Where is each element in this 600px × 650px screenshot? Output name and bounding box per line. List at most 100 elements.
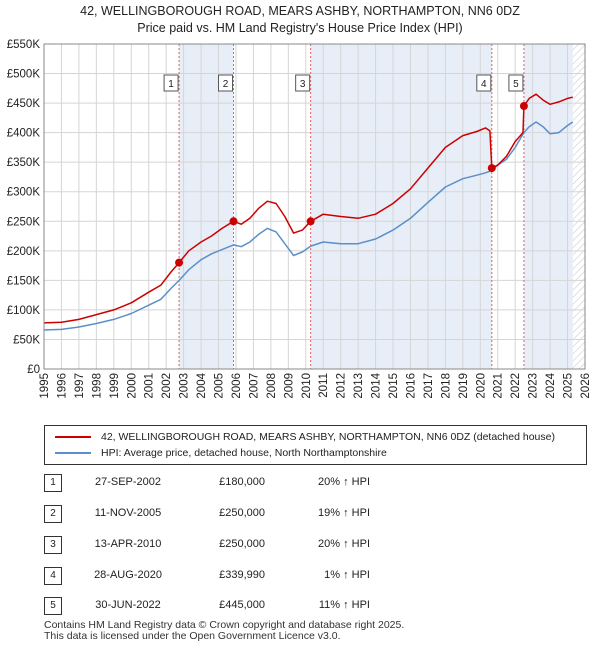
x-tick-label: 2007 [248, 373, 260, 399]
y-tick-label: £550K [7, 39, 41, 51]
y-tick-label: £50K [13, 334, 40, 346]
legend: 42, WELLINGBOROUGH ROAD, MEARS ASHBY, NO… [44, 425, 587, 465]
x-tick-label: 1998 [91, 373, 103, 399]
x-tick-label: 2014 [371, 372, 383, 398]
sale-label-number: 1 [168, 79, 174, 90]
x-tick-label: 2025 [563, 373, 575, 399]
title-subtitle: Price paid vs. HM Land Registry's House … [137, 21, 463, 35]
transaction-number: 1 [44, 474, 62, 492]
x-tick-label: 2013 [353, 373, 365, 399]
sale-point [175, 258, 184, 267]
sale-label-number: 5 [513, 79, 519, 90]
price-chart: 1 2 3 4 5 £0 £50K £100K £150K £200K £250K £300K £35… [7, 39, 592, 399]
x-tick-label: 1996 [56, 373, 68, 399]
sale-point [229, 217, 238, 226]
x-tick-label: 2003 [179, 373, 191, 399]
transaction-hpi: 1% ↑ HPI [324, 569, 370, 581]
legend-label-property: 42, WELLINGBOROUGH ROAD, MEARS ASHBY, NO… [101, 431, 555, 443]
x-tick-label: 2005 [214, 373, 226, 399]
x-tick-label: 2020 [475, 373, 487, 399]
sale-point [306, 217, 315, 226]
property-price-line [43, 93, 573, 324]
x-tick-label: 2017 [423, 373, 435, 399]
transaction-price: £180,000 [219, 476, 265, 488]
x-tick-label: 2015 [388, 373, 400, 399]
x-tick-label: 2004 [196, 372, 208, 398]
y-tick-label: £350K [7, 157, 41, 169]
x-tick-label: 1999 [109, 373, 121, 399]
transaction-number: 4 [44, 567, 62, 585]
transaction-hpi: 11% ↑ HPI [318, 599, 370, 611]
x-tick-label: 1995 [39, 373, 51, 399]
table-row: 5 30-JUN-2022 £445,000 11% ↑ HPI [0, 597, 600, 617]
x-tick-label: 2021 [493, 373, 505, 399]
transaction-date: 11-NOV-2005 [94, 507, 162, 519]
legend-item-hpi: HPI: Average price, detached house, Nort… [55, 445, 387, 461]
transaction-price: £339,990 [219, 569, 265, 581]
x-tick-label: 2023 [528, 373, 540, 399]
legend-label-hpi: HPI: Average price, detached house, Nort… [101, 447, 387, 459]
x-tick-label: 1997 [74, 373, 86, 399]
y-tick-label: £400K [7, 128, 41, 140]
x-tick-label: 2001 [144, 373, 156, 399]
transaction-price: £445,000 [219, 599, 265, 611]
x-tick-label: 2006 [231, 373, 243, 399]
sale-label-number: 3 [300, 79, 306, 90]
title-address: 42, WELLINGBOROUGH ROAD, MEARS ASHBY, NO… [80, 4, 520, 18]
sale-label-box [295, 74, 311, 92]
ownership-span [523, 44, 573, 369]
legend-swatch-property [55, 436, 91, 438]
footer: Contains HM Land Registry data © Crown c… [44, 620, 404, 642]
x-tick-label: 2008 [266, 373, 278, 399]
x-tick-label: 2000 [126, 373, 138, 399]
y-tick-label: £100K [7, 305, 41, 317]
sale-label-box [218, 74, 234, 92]
transaction-hpi: 19% ↑ HPI [318, 507, 370, 519]
sale-point [487, 164, 496, 173]
x-tick-label: 2002 [161, 373, 173, 399]
table-row: 2 11-NOV-2005 £250,000 19% ↑ HPI [0, 505, 600, 525]
transaction-date: 27-SEP-2002 [94, 476, 162, 488]
y-tick-label: £200K [7, 246, 41, 258]
ownership-span [179, 44, 234, 369]
footer-licence: This data is licensed under the Open Gov… [44, 630, 341, 642]
sale-point [519, 102, 528, 111]
ownership-span [310, 44, 492, 369]
x-tick-label: 2012 [336, 373, 348, 399]
x-tick-label: 2024 [545, 372, 557, 398]
transaction-number: 2 [44, 505, 62, 523]
table-row: 1 27-SEP-2002 £180,000 20% ↑ HPI [0, 474, 600, 494]
x-tick-label: 2019 [458, 373, 470, 399]
y-tick-label: £450K [7, 98, 41, 110]
hpi-line [43, 121, 574, 331]
y-tick-label: £150K [7, 275, 41, 287]
sale-label-number: 4 [481, 79, 487, 90]
y-tick-label: £250K [7, 216, 41, 228]
sale-label-box [163, 74, 179, 92]
transaction-number: 5 [44, 597, 62, 615]
transaction-date: 30-JUN-2022 [95, 599, 161, 611]
x-tick-label: 2010 [301, 373, 313, 399]
x-tick-label: 2011 [318, 373, 330, 398]
x-tick-label: 2018 [440, 373, 452, 399]
transaction-number: 3 [44, 536, 62, 554]
x-tick-label: 2026 [580, 373, 592, 399]
footer-copyright: Contains HM Land Registry data © Crown c… [44, 619, 405, 631]
plot-frame [43, 43, 586, 370]
chart-title: 42, WELLINGBOROUGH ROAD, MEARS ASHBY, NO… [0, 3, 600, 37]
table-row: 3 13-APR-2010 £250,000 20% ↑ HPI [0, 536, 600, 556]
y-tick-label: £300K [7, 187, 41, 199]
legend-swatch-hpi [55, 452, 91, 454]
sale-label-number: 2 [223, 79, 229, 90]
sale-label-box [508, 74, 524, 92]
table-row: 4 28-AUG-2020 £339,990 1% ↑ HPI [0, 567, 600, 587]
transaction-hpi: 20% ↑ HPI [318, 476, 370, 488]
x-tick-label: 2016 [405, 373, 417, 399]
transaction-hpi: 20% ↑ HPI [318, 538, 370, 550]
transaction-date: 28-AUG-2020 [94, 569, 162, 581]
legend-item-property: 42, WELLINGBOROUGH ROAD, MEARS ASHBY, NO… [55, 429, 555, 445]
y-tick-label: £500K [7, 69, 41, 81]
transaction-price: £250,000 [219, 507, 265, 519]
forecast-hatch [572, 44, 585, 369]
sale-label-box [476, 74, 492, 92]
